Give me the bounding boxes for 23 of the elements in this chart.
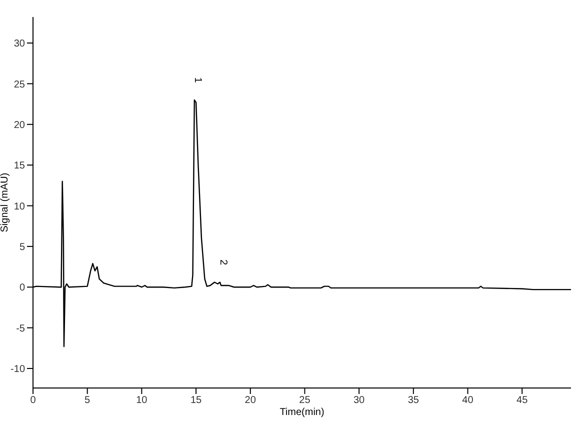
y-tick-label: 25 <box>14 79 26 90</box>
x-tick-label: 15 <box>190 395 202 406</box>
y-tick-label: 10 <box>14 201 26 212</box>
annotation: 2 <box>217 259 228 266</box>
y-tick-label: 15 <box>14 160 26 172</box>
annotation: 1 <box>192 77 203 84</box>
x-tick-label: 35 <box>408 395 420 406</box>
x-tick-label: 20 <box>244 395 256 406</box>
x-tick-label: 25 <box>299 395 311 406</box>
x-tick-label: 30 <box>354 395 366 406</box>
y-tick-label: 0 <box>19 282 26 294</box>
x-tick-label: 10 <box>136 395 148 406</box>
x-tick-label: 40 <box>462 395 474 406</box>
x-tick-label: 5 <box>84 395 91 406</box>
x-tick-label: 45 <box>516 395 528 406</box>
x-tick-label: 0 <box>30 395 36 406</box>
y-tick-label: 5 <box>19 242 26 253</box>
y-axis-title: Signal (mAU) <box>0 172 11 232</box>
y-tick-label: 30 <box>14 38 26 50</box>
y-tick-label: -10 <box>10 364 26 376</box>
y-tick-label: -5 <box>16 323 26 334</box>
y-tick-label: 20 <box>14 120 26 131</box>
x-axis-title: Time(min) <box>280 407 324 418</box>
